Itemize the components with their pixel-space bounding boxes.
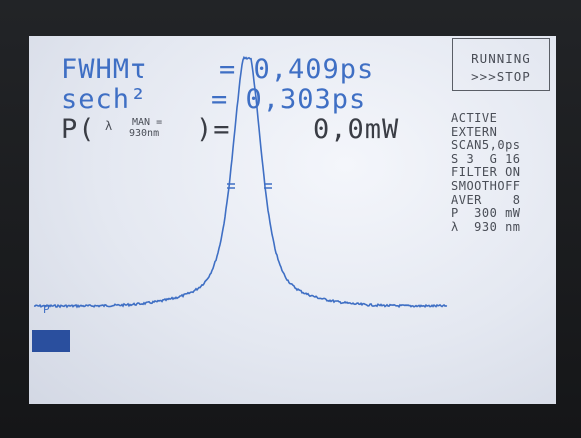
power-mode-label: MAN = xyxy=(132,117,163,128)
settings-line: AVER 8 xyxy=(451,192,521,207)
settings-line: ACTIVE xyxy=(451,111,498,125)
power-close: )= xyxy=(196,114,231,145)
lambda-symbol: λ xyxy=(105,119,113,133)
settings-line: P 300 mW xyxy=(451,206,521,221)
cursor-marker xyxy=(32,330,70,352)
fwhm-marker xyxy=(227,183,235,189)
fwhm-label: FWHMτ xyxy=(61,54,148,85)
power-label: P( xyxy=(61,114,96,145)
autocorrelation-trace-plot: P xyxy=(33,55,448,316)
settings-line: SMOOTHOFF xyxy=(451,179,521,193)
fwhm-markers xyxy=(227,183,272,189)
running-status: RUNNING xyxy=(471,51,531,66)
trace-start-label: P xyxy=(43,303,50,316)
sech-value: = 0,303ps xyxy=(211,84,367,115)
run-stop-button[interactable]: RUNNING >>>STOP xyxy=(452,38,550,91)
settings-line: λ 930 nm xyxy=(451,219,521,234)
power-wavelength: 930nm xyxy=(129,128,160,139)
autocorrelation-trace xyxy=(33,55,448,309)
power-value: 0,0mW xyxy=(313,114,400,145)
sech-label: sech² xyxy=(61,84,148,115)
settings-line: FILTER ON xyxy=(451,165,521,180)
stop-label: >>>STOP xyxy=(471,69,531,84)
oscilloscope-screen: P FWHMτ = 0,409ps sech² = 0,303ps P( λ M… xyxy=(29,36,556,404)
fwhm-marker xyxy=(264,183,272,189)
settings-line: S 3 G 16 xyxy=(451,151,521,166)
settings-line: EXTERN xyxy=(451,124,498,139)
settings-line: SCAN5,0ps xyxy=(451,138,521,153)
fwhm-value: = 0,409ps xyxy=(219,54,375,85)
